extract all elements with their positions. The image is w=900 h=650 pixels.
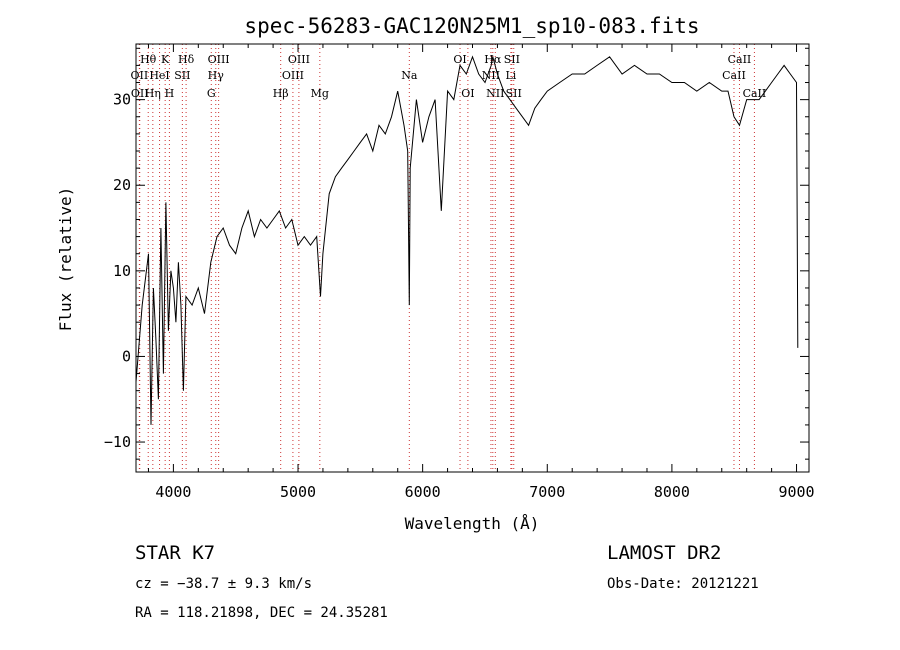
line-label: Hβ — [273, 87, 289, 100]
survey-name: LAMOST DR2 — [607, 542, 722, 564]
x-tick-label: 8000 — [654, 483, 690, 501]
y-axis-label: Flux (relative) — [56, 187, 75, 332]
line-label: OIII — [208, 53, 230, 66]
line-labels: OII OII Hθ Hη K H HeI SII Hδ OIII Hγ G Hβ OIII OIII Mg N… — [131, 53, 767, 100]
plot-frame — [135, 43, 810, 473]
line-label: SII — [504, 53, 520, 66]
line-label: H — [165, 87, 175, 100]
y-tick-label: 10 — [113, 262, 131, 280]
x-tick-label: 7000 — [529, 483, 565, 501]
line-label: OIII — [288, 53, 310, 66]
ra-dec: RA = 118.21898, DEC = 24.35281 — [135, 605, 388, 621]
line-label: OI — [461, 87, 474, 100]
axis-ticks: 4000 5000 6000 7000 8000 9000 −10 0 10 20 30 — [104, 44, 815, 501]
line-label: CaII — [722, 69, 746, 82]
line-label: NII — [486, 87, 504, 100]
x-tick-label: 6000 — [405, 483, 441, 501]
line-label: NII — [482, 69, 500, 82]
redshift-velocity: cz = −38.7 ± 9.3 km/s — [135, 576, 313, 592]
line-label: Hη — [145, 87, 161, 100]
line-label: Hθ — [140, 53, 157, 66]
line-label: OII — [131, 87, 149, 100]
x-tick-label: 5000 — [280, 483, 316, 501]
line-label: CaII — [728, 53, 752, 66]
x-tick-label: 4000 — [155, 483, 191, 501]
x-axis-label: Wavelength (Å) — [405, 514, 540, 533]
line-label: SII — [506, 87, 522, 100]
line-label: Hδ — [178, 53, 195, 66]
line-label: Mg — [311, 87, 329, 100]
line-label: G — [207, 87, 216, 100]
spectrum-line — [135, 55, 799, 425]
line-label: SII — [174, 69, 190, 82]
line-label: Hγ — [208, 69, 225, 82]
line-label: OIII — [282, 69, 304, 82]
chart-title: spec-56283-GAC120N25M1_sp10-083.fits — [244, 14, 699, 38]
line-label: HeI — [149, 69, 169, 82]
x-tick-label: 9000 — [778, 483, 814, 501]
spectral-line-markers — [138, 44, 755, 472]
object-class: STAR K7 — [135, 542, 216, 564]
y-tick-label: −10 — [104, 433, 131, 451]
spectrum-series — [135, 55, 799, 425]
line-label: Li — [505, 69, 516, 82]
line-label: OI — [453, 53, 466, 66]
line-label: Hα — [484, 53, 502, 66]
line-label: OII — [131, 69, 149, 82]
line-label: Na — [401, 69, 418, 82]
y-tick-label: 30 — [113, 91, 131, 109]
y-tick-label: 0 — [122, 347, 131, 365]
y-tick-label: 20 — [113, 176, 131, 194]
line-label: K — [161, 53, 170, 66]
observation-date: Obs-Date: 20121221 — [607, 576, 759, 592]
line-label: CaII — [743, 87, 767, 100]
